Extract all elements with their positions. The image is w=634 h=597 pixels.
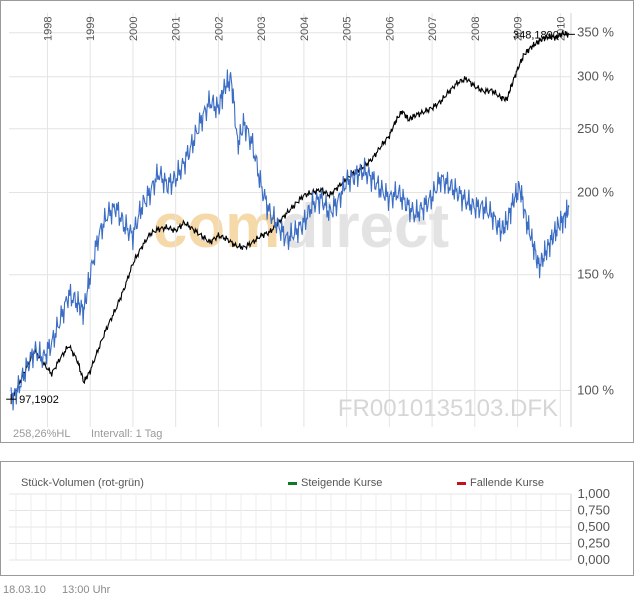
y-tick-label: 200 % [577,185,614,200]
start-value-label: 97,1902 [19,394,59,406]
x-tick-label: 2005 [342,17,354,41]
x-tick-label: 1999 [85,17,97,41]
footer-date: 18.03.10 [3,584,46,596]
x-tick-label: 1998 [42,17,54,41]
legend-swatch-1 [288,482,297,485]
series-line-1 [10,30,570,400]
vol-y-tick-label: 0,250 [577,536,610,551]
x-tick-label: 2002 [213,17,225,41]
price-chart-panel: comdirect 100 % 150 % 200 % 250 % 300 % 350 % 1… [0,0,634,443]
y-tick-label: 250 % [577,121,614,136]
y-tick-label: 350 % [577,25,614,40]
volume-title: Stück-Volumen (rot-grün) [21,477,144,489]
legend-swatch-2 [457,482,466,485]
x-tick-label: 2007 [427,17,439,41]
info-text: 258,26%HL [13,428,71,440]
interval-text: Intervall: 1 Tag [91,428,162,440]
vol-y-tick-label: 0,750 [577,503,610,518]
vol-y-tick-label: 0,000 [577,552,610,567]
x-tick-label: 2004 [299,17,311,41]
volume-chart: Stück-Volumen (rot-grün) Steigende Kurse F… [9,477,610,567]
legend-label-2: Fallende Kurse [470,477,544,489]
x-tick-label: 2006 [384,17,396,41]
end-value-label: 348,1890 [513,29,559,41]
vol-y-tick-label: 1,000 [577,486,610,501]
x-tick-label: 2008 [470,17,482,41]
volume-chart-panel: Stück-Volumen (rot-grün) Steigende Kurse F… [0,461,634,576]
x-tick-label: 2003 [256,17,268,41]
y-tick-label: 100 % [577,382,614,397]
footer-time: 13:00 Uhr [62,584,111,596]
legend-label-1: Steigende Kurse [301,477,382,489]
x-tick-label: 2001 [171,17,183,41]
watermark-part-1: com [153,192,280,261]
y-tick-label: 150 % [577,267,614,282]
x-tick-label: 2009 [513,17,525,41]
y-tick-label: 300 % [577,69,614,84]
series-line-2 [10,69,570,411]
x-tick-label: 2000 [128,17,140,41]
vol-y-tick-label: 0,500 [577,519,610,534]
isin-label: FR0010135103.DFK [338,395,558,422]
